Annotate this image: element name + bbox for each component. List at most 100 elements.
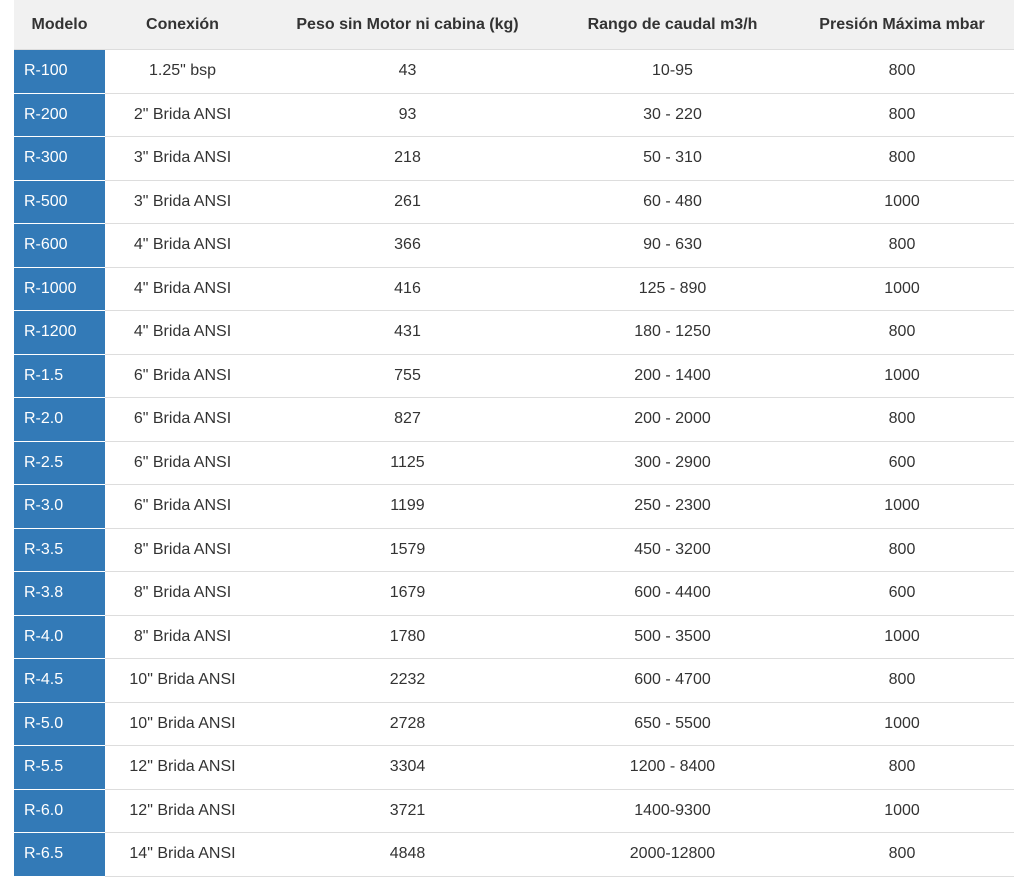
table-cell: 43 <box>260 49 555 94</box>
table-row: R-2.5 6" Brida ANSI 1125 300 - 2900 600 <box>14 441 1014 485</box>
model-cell: R-4.5 <box>14 658 105 703</box>
table-row: R-200 2" Brida ANSI 93 30 - 220 800 <box>14 93 1014 137</box>
model-cell: R-300 <box>14 136 105 181</box>
table-row: R-500 3" Brida ANSI 261 60 - 480 1000 <box>14 180 1014 224</box>
spec-table: Modelo Conexión Peso sin Motor ni cabina (… <box>14 0 1014 877</box>
table-cell: 366 <box>260 223 555 268</box>
table-cell: 2728 <box>260 702 555 746</box>
table-cell: 3" Brida ANSI <box>105 180 260 224</box>
model-cell: R-1200 <box>14 310 105 355</box>
model-cell: R-600 <box>14 223 105 268</box>
table-container: Modelo Conexión Peso sin Motor ni cabina (… <box>14 0 1014 877</box>
table-cell: 3304 <box>260 745 555 790</box>
table-cell: 1000 <box>790 615 1014 659</box>
table-cell: 800 <box>790 310 1014 355</box>
model-cell: R-3.8 <box>14 571 105 616</box>
table-row: R-3.8 8" Brida ANSI 1679 600 - 4400 600 <box>14 571 1014 616</box>
column-header: Conexión <box>105 0 260 50</box>
model-cell: R-200 <box>14 93 105 137</box>
table-cell: 60 - 480 <box>555 180 790 224</box>
table-cell: 3721 <box>260 789 555 833</box>
table-row: R-2.0 6" Brida ANSI 827 200 - 2000 800 <box>14 397 1014 442</box>
model-cell: R-1000 <box>14 267 105 311</box>
model-cell: R-6.5 <box>14 832 105 877</box>
table-cell: 12" Brida ANSI <box>105 745 260 790</box>
table-cell: 755 <box>260 354 555 398</box>
table-cell: 800 <box>790 136 1014 181</box>
table-cell: 1780 <box>260 615 555 659</box>
header-row: Modelo Conexión Peso sin Motor ni cabina (… <box>14 0 1014 50</box>
table-cell: 125 - 890 <box>555 267 790 311</box>
table-row: R-600 4" Brida ANSI 366 90 - 630 800 <box>14 223 1014 268</box>
table-cell: 800 <box>790 49 1014 94</box>
table-cell: 600 - 4700 <box>555 658 790 703</box>
table-cell: 250 - 2300 <box>555 484 790 529</box>
model-cell: R-6.0 <box>14 789 105 833</box>
model-cell: R-4.0 <box>14 615 105 659</box>
table-cell: 416 <box>260 267 555 311</box>
table-cell: 1000 <box>790 484 1014 529</box>
table-cell: 2" Brida ANSI <box>105 93 260 137</box>
table-cell: 14" Brida ANSI <box>105 832 260 877</box>
table-row: R-4.5 10" Brida ANSI 2232 600 - 4700 800 <box>14 658 1014 703</box>
table-cell: 8" Brida ANSI <box>105 615 260 659</box>
model-cell: R-1.5 <box>14 354 105 398</box>
table-row: R-5.5 12" Brida ANSI 3304 1200 - 8400 800 <box>14 745 1014 790</box>
table-cell: 8" Brida ANSI <box>105 528 260 572</box>
table-cell: 218 <box>260 136 555 181</box>
table-cell: 600 <box>790 441 1014 485</box>
table-cell: 3" Brida ANSI <box>105 136 260 181</box>
table-cell: 4" Brida ANSI <box>105 267 260 311</box>
table-cell: 12" Brida ANSI <box>105 789 260 833</box>
table-cell: 10" Brida ANSI <box>105 702 260 746</box>
table-cell: 827 <box>260 397 555 442</box>
model-cell: R-5.0 <box>14 702 105 746</box>
table-cell: 800 <box>790 93 1014 137</box>
column-header: Rango de caudal m3/h <box>555 0 790 50</box>
table-cell: 800 <box>790 223 1014 268</box>
table-cell: 431 <box>260 310 555 355</box>
table-cell: 800 <box>790 658 1014 703</box>
table-cell: 6" Brida ANSI <box>105 397 260 442</box>
table-row: R-100 1.25" bsp 43 10-95 800 <box>14 49 1014 94</box>
table-cell: 2000-12800 <box>555 832 790 877</box>
column-header: Presión Máxima mbar <box>790 0 1014 50</box>
table-cell: 1400-9300 <box>555 789 790 833</box>
model-cell: R-5.5 <box>14 745 105 790</box>
table-cell: 800 <box>790 528 1014 572</box>
table-row: R-6.5 14" Brida ANSI 4848 2000-12800 800 <box>14 832 1014 877</box>
table-cell: 800 <box>790 745 1014 790</box>
table-row: R-4.0 8" Brida ANSI 1780 500 - 3500 1000 <box>14 615 1014 659</box>
column-header: Modelo <box>14 0 105 50</box>
table-cell: 261 <box>260 180 555 224</box>
table-cell: 6" Brida ANSI <box>105 484 260 529</box>
table-cell: 500 - 3500 <box>555 615 790 659</box>
table-cell: 6" Brida ANSI <box>105 441 260 485</box>
table-row: R-300 3" Brida ANSI 218 50 - 310 800 <box>14 136 1014 181</box>
table-cell: 650 - 5500 <box>555 702 790 746</box>
table-cell: 1579 <box>260 528 555 572</box>
table-row: R-3.5 8" Brida ANSI 1579 450 - 3200 800 <box>14 528 1014 572</box>
table-cell: 8" Brida ANSI <box>105 571 260 616</box>
table-cell: 10" Brida ANSI <box>105 658 260 703</box>
table-cell: 800 <box>790 832 1014 877</box>
column-header: Peso sin Motor ni cabina (kg) <box>260 0 555 50</box>
table-cell: 30 - 220 <box>555 93 790 137</box>
table-cell: 93 <box>260 93 555 137</box>
table-cell: 1000 <box>790 702 1014 746</box>
table-cell: 1199 <box>260 484 555 529</box>
table-row: R-1.5 6" Brida ANSI 755 200 - 1400 1000 <box>14 354 1014 398</box>
model-cell: R-100 <box>14 49 105 94</box>
table-cell: 200 - 2000 <box>555 397 790 442</box>
table-cell: 1.25" bsp <box>105 49 260 94</box>
model-cell: R-2.5 <box>14 441 105 485</box>
table-row: R-3.0 6" Brida ANSI 1199 250 - 2300 1000 <box>14 484 1014 529</box>
table-body: R-100 1.25" bsp 43 10-95 800 R-200 2" Brida AN… <box>14 49 1014 877</box>
table-cell: 1000 <box>790 789 1014 833</box>
table-cell: 600 - 4400 <box>555 571 790 616</box>
table-row: R-1000 4" Brida ANSI 416 125 - 890 1000 <box>14 267 1014 311</box>
model-cell: R-2.0 <box>14 397 105 442</box>
model-cell: R-500 <box>14 180 105 224</box>
table-cell: 800 <box>790 397 1014 442</box>
